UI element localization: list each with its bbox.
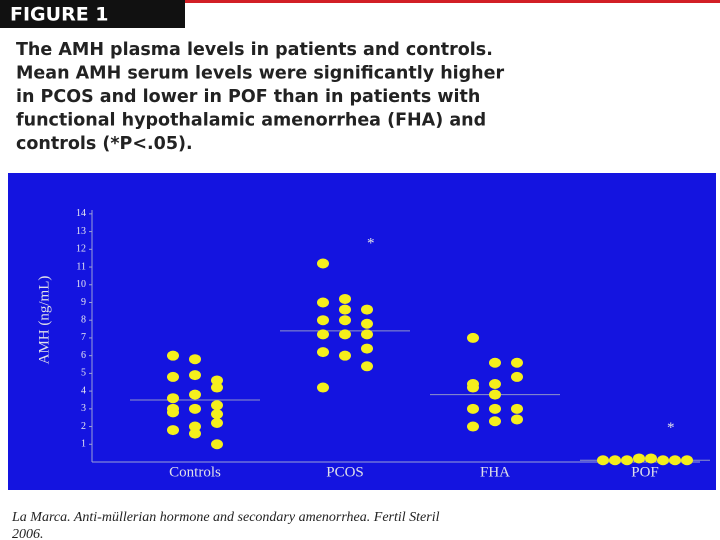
y-tick-label: 11 — [76, 261, 86, 272]
data-point — [189, 389, 201, 400]
y-tick-label: 13 — [76, 226, 86, 237]
data-point — [317, 315, 329, 326]
annotation: * — [367, 235, 375, 251]
data-point — [189, 421, 201, 432]
y-tick-label: 12 — [76, 244, 86, 255]
data-point — [211, 382, 223, 393]
figure-label: FIGURE 1 — [10, 4, 109, 26]
data-point — [189, 354, 201, 365]
y-tick-label: 10 — [76, 279, 86, 290]
data-point — [511, 371, 523, 382]
data-point — [361, 318, 373, 329]
data-point — [681, 455, 693, 466]
data-point — [489, 389, 501, 400]
data-point — [467, 382, 479, 393]
data-point — [511, 357, 523, 368]
caption: The AMH plasma levels in patients and co… — [16, 40, 505, 154]
data-point — [511, 414, 523, 425]
data-point — [211, 439, 223, 450]
data-point — [361, 361, 373, 372]
citation-line: La Marca. Anti-müllerian hormone and sec… — [11, 510, 440, 525]
data-point — [633, 453, 645, 464]
caption-line: in PCOS and lower in POF than in patient… — [16, 87, 480, 107]
data-point — [339, 329, 351, 340]
y-tick-label: 5 — [81, 368, 86, 379]
citation-line: 2006. — [12, 527, 44, 540]
x-tick-label: POF — [631, 464, 659, 480]
data-point — [489, 416, 501, 427]
data-point — [211, 400, 223, 411]
caption-line: The AMH plasma levels in patients and co… — [16, 40, 493, 60]
data-point — [339, 293, 351, 304]
data-point — [597, 455, 609, 466]
data-point — [167, 425, 179, 436]
header-rule — [185, 0, 720, 3]
data-point — [317, 347, 329, 358]
data-point — [467, 403, 479, 414]
data-point — [657, 455, 669, 466]
y-axis-label: AMH (ng/mL) — [36, 276, 52, 365]
data-point — [211, 418, 223, 429]
x-tick-label: PCOS — [326, 464, 364, 480]
data-point — [167, 393, 179, 404]
y-tick-label: 2 — [81, 421, 86, 432]
data-point — [211, 409, 223, 420]
data-point — [467, 421, 479, 432]
figure-label-box — [0, 0, 185, 28]
y-tick-label: 9 — [81, 297, 86, 308]
data-point — [189, 403, 201, 414]
caption-line: Mean AMH serum levels were significantly… — [16, 64, 505, 84]
data-point — [361, 304, 373, 315]
y-tick-label: 14 — [76, 208, 86, 219]
annotation: * — [667, 420, 675, 436]
y-tick-label: 4 — [81, 385, 86, 396]
data-point — [489, 403, 501, 414]
x-tick-label: FHA — [480, 464, 510, 480]
caption-line: controls (*P<.05). — [16, 134, 193, 154]
data-point — [361, 329, 373, 340]
data-point — [339, 350, 351, 361]
data-point — [467, 332, 479, 343]
data-point — [489, 357, 501, 368]
x-tick-label: Controls — [169, 464, 221, 480]
data-point — [167, 403, 179, 414]
y-tick-label: 1 — [81, 439, 86, 450]
y-tick-label: 3 — [81, 403, 86, 414]
data-point — [189, 428, 201, 439]
data-point — [361, 343, 373, 354]
data-point — [167, 350, 179, 361]
data-point — [621, 455, 633, 466]
plot-panel — [8, 173, 716, 490]
data-point — [167, 371, 179, 382]
y-tick-label: 6 — [81, 350, 86, 361]
y-tick-label: 7 — [81, 332, 86, 343]
data-point — [489, 379, 501, 390]
data-point — [317, 382, 329, 393]
data-point — [317, 297, 329, 308]
data-point — [669, 455, 681, 466]
data-point — [339, 315, 351, 326]
data-point — [645, 453, 657, 464]
data-point — [511, 403, 523, 414]
data-point — [609, 455, 621, 466]
data-point — [317, 329, 329, 340]
caption-line: functional hypothalamic amenorrhea (FHA)… — [16, 111, 486, 131]
citation: La Marca. Anti-müllerian hormone and sec… — [11, 510, 440, 540]
data-point — [317, 258, 329, 269]
y-tick-label: 8 — [81, 315, 86, 326]
data-point — [189, 370, 201, 381]
data-point — [211, 375, 223, 386]
data-point — [339, 304, 351, 315]
